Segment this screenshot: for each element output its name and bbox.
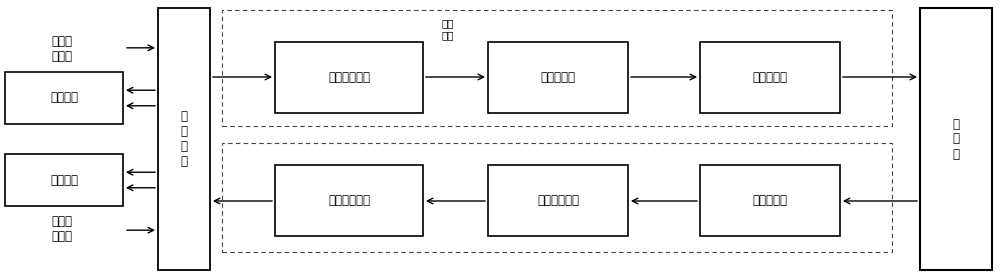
Bar bbox=[488, 165, 628, 236]
Text: 发射驱动电路: 发射驱动电路 bbox=[328, 71, 370, 84]
Bar bbox=[700, 42, 840, 113]
Bar bbox=[158, 8, 210, 270]
Text: 功率放大器: 功率放大器 bbox=[540, 71, 576, 84]
Text: 控
制
模
块: 控 制 模 块 bbox=[180, 110, 188, 168]
Text: 接收水听器: 接收水听器 bbox=[753, 194, 788, 207]
Bar bbox=[222, 143, 892, 252]
Bar bbox=[920, 8, 992, 270]
Bar bbox=[222, 10, 892, 126]
Text: 信号调理电路: 信号调理电路 bbox=[537, 194, 579, 207]
Text: 脉冲
信号: 脉冲 信号 bbox=[442, 18, 454, 40]
Bar bbox=[488, 42, 628, 113]
Text: 障
碍
物: 障 碍 物 bbox=[953, 118, 960, 160]
Text: 发射换能器: 发射换能器 bbox=[753, 71, 788, 84]
Bar bbox=[275, 165, 423, 236]
Bar bbox=[5, 72, 123, 124]
Bar bbox=[700, 165, 840, 236]
Bar bbox=[5, 154, 123, 206]
Text: 报警模块: 报警模块 bbox=[50, 173, 78, 187]
Text: 接收处理电路: 接收处理电路 bbox=[328, 194, 370, 207]
Text: 显示模块: 显示模块 bbox=[50, 91, 78, 105]
Text: 声波发
射系统: 声波发 射系统 bbox=[52, 35, 72, 63]
Bar bbox=[275, 42, 423, 113]
Text: 声波接
收系统: 声波接 收系统 bbox=[52, 215, 72, 243]
